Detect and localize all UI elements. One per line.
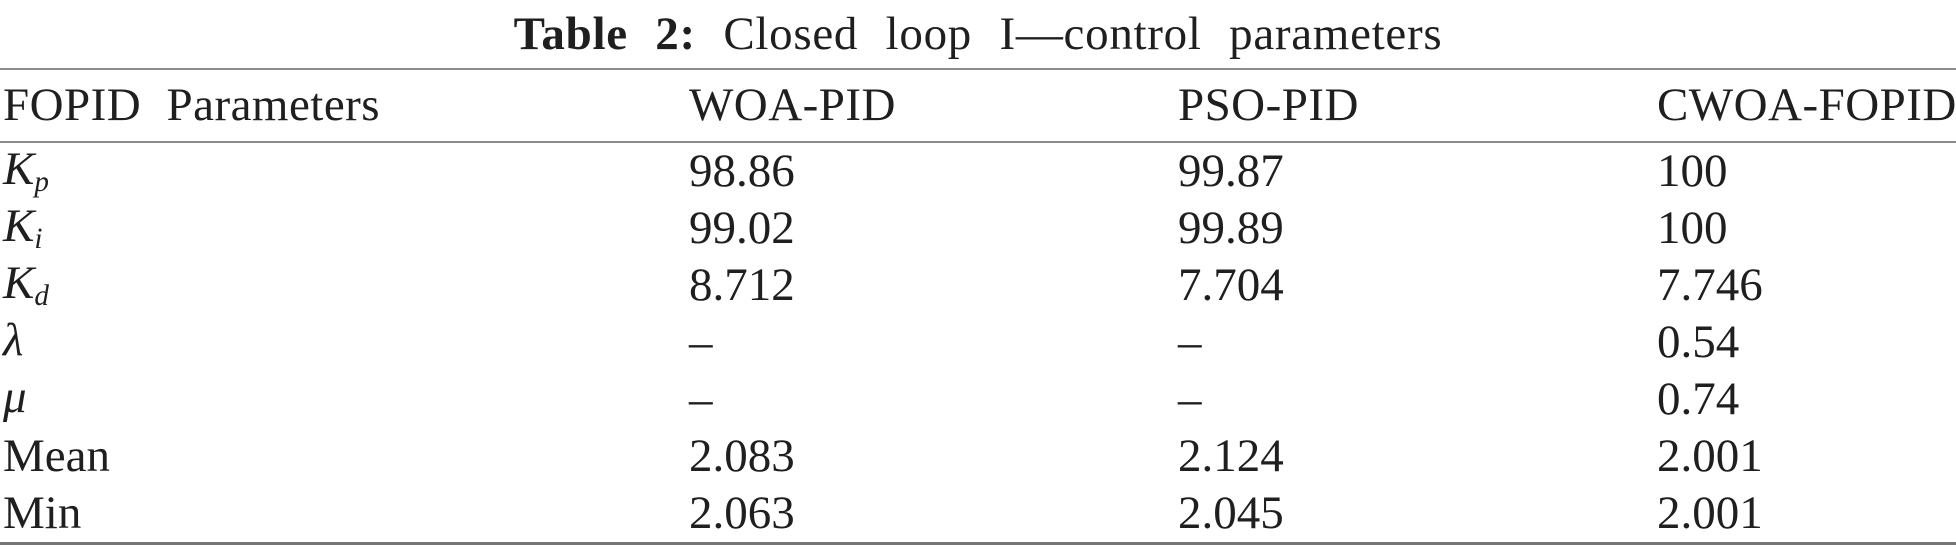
value-cell-woa-pid: 2.083 bbox=[688, 430, 795, 482]
value-cell-woa-pid: 99.02 bbox=[688, 202, 795, 254]
param-cell: μ bbox=[0, 370, 686, 425]
param-symbol: Mean bbox=[3, 430, 111, 482]
value-cell-cwoa-fopid: 0.54 bbox=[1656, 316, 1740, 368]
value-cell-pso-pid: – bbox=[1177, 316, 1202, 368]
table-top-rule bbox=[0, 68, 1956, 70]
table-caption-label: Table 2: bbox=[513, 8, 696, 60]
param-subscript: p bbox=[34, 165, 49, 198]
param-symbol: λ bbox=[3, 313, 24, 366]
value-cell-pso-pid: – bbox=[1177, 373, 1202, 425]
value-cell-woa-pid: – bbox=[688, 373, 713, 425]
table-bottom-rule bbox=[0, 542, 1956, 545]
param-cell: λ bbox=[0, 313, 686, 368]
value-cell-cwoa-fopid: 7.746 bbox=[1656, 259, 1763, 311]
value-cell-woa-pid: 8.712 bbox=[688, 259, 795, 311]
value-cell-pso-pid: 7.704 bbox=[1177, 259, 1284, 311]
param-cell: Min bbox=[0, 490, 686, 537]
value-cell-cwoa-fopid: 2.001 bbox=[1656, 487, 1763, 539]
param-symbol: K bbox=[3, 199, 35, 252]
table-row-lambda: λ – – 0.54 bbox=[0, 314, 1956, 371]
value-cell-cwoa-fopid: 100 bbox=[1656, 145, 1728, 197]
column-header-woa-pid: WOA-PID bbox=[688, 79, 896, 131]
table-header-row: FOPID Parameters WOA-PID PSO-PID CWOA-FO… bbox=[0, 70, 1956, 141]
value-cell-cwoa-fopid: 100 bbox=[1656, 202, 1728, 254]
table-caption-text: Closed loop I—control parameters bbox=[723, 8, 1443, 60]
value-cell-woa-pid: 98.86 bbox=[688, 145, 795, 197]
table-body: Kp 98.86 99.87 100 Ki 99.02 99.89 100 Kd… bbox=[0, 143, 1956, 542]
value-cell-pso-pid: 2.124 bbox=[1177, 430, 1284, 482]
value-cell-woa-pid: 2.063 bbox=[688, 487, 795, 539]
value-cell-woa-pid: – bbox=[688, 316, 713, 368]
param-cell: Mean bbox=[0, 433, 686, 480]
table-header-rule bbox=[0, 141, 1956, 143]
param-cell: Kd bbox=[0, 256, 686, 312]
value-cell-pso-pid: 99.87 bbox=[1177, 145, 1284, 197]
table-caption: Table 2: Closed loop I—control parameter… bbox=[0, 0, 1956, 68]
param-symbol: μ bbox=[3, 370, 27, 423]
value-cell-pso-pid: 99.89 bbox=[1177, 202, 1284, 254]
column-header-pso-pid: PSO-PID bbox=[1177, 79, 1359, 131]
value-cell-cwoa-fopid: 2.001 bbox=[1656, 430, 1763, 482]
value-cell-cwoa-fopid: 0.74 bbox=[1656, 373, 1740, 425]
param-symbol: K bbox=[3, 142, 35, 195]
table-row-min: Min 2.063 2.045 2.001 bbox=[0, 485, 1956, 542]
param-subscript: i bbox=[34, 222, 43, 255]
table-row-mu: μ – – 0.74 bbox=[0, 371, 1956, 428]
param-symbol: Min bbox=[3, 487, 82, 539]
table-row-ki: Ki 99.02 99.89 100 bbox=[0, 200, 1956, 257]
param-cell: Ki bbox=[0, 199, 686, 255]
table-row-mean: Mean 2.083 2.124 2.001 bbox=[0, 428, 1956, 485]
param-cell: Kp bbox=[0, 142, 686, 198]
column-header-cwoa-fopid: CWOA-FOPID bbox=[1656, 79, 1956, 131]
value-cell-pso-pid: 2.045 bbox=[1177, 487, 1284, 539]
param-symbol: K bbox=[3, 256, 35, 309]
param-subscript: d bbox=[34, 279, 49, 312]
column-header-fopid-parameters: FOPID Parameters bbox=[3, 79, 381, 131]
table-row-kd: Kd 8.712 7.704 7.746 bbox=[0, 257, 1956, 314]
table-row-kp: Kp 98.86 99.87 100 bbox=[0, 143, 1956, 200]
